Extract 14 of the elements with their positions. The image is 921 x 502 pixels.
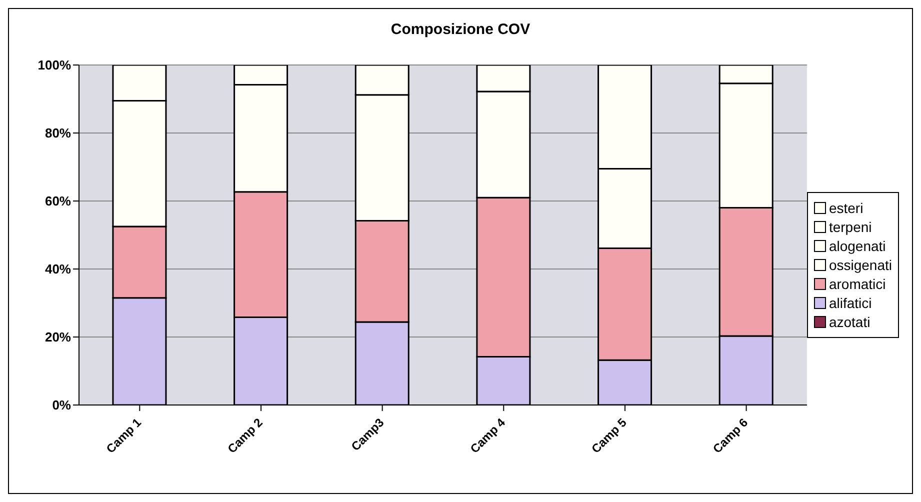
legend-label: alogenati [828, 238, 886, 254]
y-tick-label: 80% [44, 126, 72, 141]
chart-title: Composizione COV [390, 21, 532, 40]
y-tick-label: 20% [44, 330, 72, 345]
y-tick-label: 0% [52, 398, 72, 413]
legend-label: esteri [828, 200, 864, 216]
y-tick-label: 100% [38, 58, 72, 73]
legend-label: aromatici [828, 276, 886, 292]
y-tick-label: 60% [44, 194, 72, 209]
y-tick-label: 40% [44, 262, 72, 277]
legend-label: terpeni [828, 219, 872, 235]
legend-label: alifatici [828, 295, 872, 311]
legend-label: azotati [828, 314, 870, 330]
legend-label: ossigenati [828, 257, 892, 273]
